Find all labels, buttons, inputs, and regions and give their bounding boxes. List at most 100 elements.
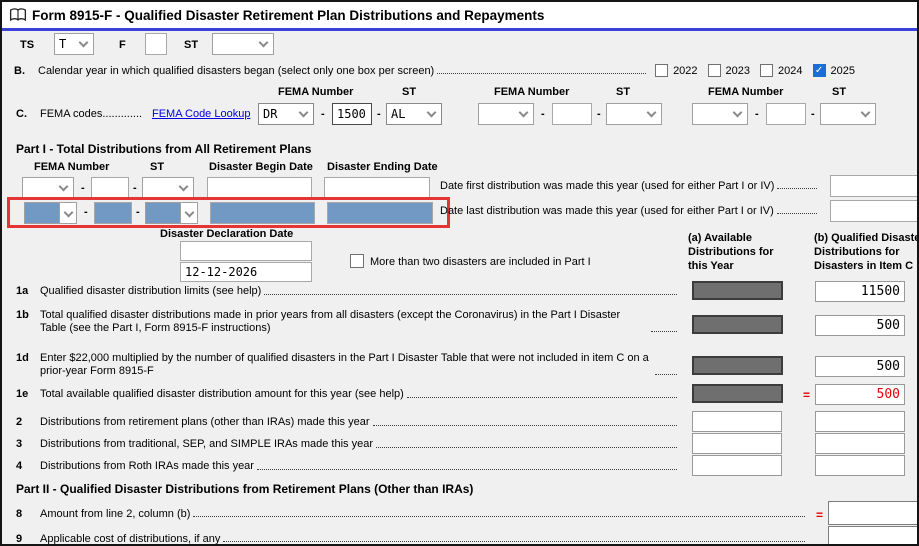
ts-dropdown-value: T [59,37,67,51]
declaration-date-input-1[interactable] [180,241,312,261]
line-number: 1e [16,388,29,400]
disaster-prefix-dropdown[interactable] [22,177,74,199]
col-b-input[interactable] [815,433,905,454]
f-input[interactable] [145,33,167,55]
declaration-date-input-2[interactable]: 12-12-2026 [180,262,312,282]
page-title: Form 8915-F - Qualified Disaster Retirem… [32,7,545,23]
fema-prefix-dropdown[interactable]: DR [258,103,314,125]
line-label-text: Qualified disaster distribution limits (… [40,285,262,297]
dotted-leader [655,374,677,375]
col-b-input[interactable] [815,455,905,476]
fema-number-input[interactable] [766,103,806,125]
dash-separator: - [755,108,759,120]
line-b-row: B. Calendar year in which qualified disa… [14,64,855,77]
chevron-down-icon [646,107,657,117]
date-last-input[interactable] [830,200,917,222]
highlighted-disaster-row[interactable]: - - [7,197,450,228]
dotted-leader [223,541,805,542]
line-label: Total qualified disaster distributions m… [40,309,680,335]
fema-prefix-dropdown[interactable] [692,103,748,125]
form-title-bar: Form 8915-F - Qualified Disaster Retirem… [2,2,917,28]
line-label: Distributions from Roth IRAs made this y… [40,460,680,473]
line-number: 1b [16,309,29,321]
dropdown-button[interactable] [180,203,197,223]
line-label: Total available qualified disaster distr… [40,388,680,401]
col-b-input[interactable]: 11500 [815,281,905,302]
dash-separator: - [541,108,545,120]
line8-amount-input[interactable] [828,501,917,525]
fema-number-header: FEMA Number [278,86,354,98]
disaster-begin-date-input[interactable] [207,177,312,199]
year-2024-label: 2024 [778,64,803,77]
dropdown-button[interactable] [59,203,76,223]
more-than-two-checkbox[interactable] [350,254,364,268]
line-label: Distributions from retirement plans (oth… [40,416,680,429]
year-2023-label: 2023 [725,64,751,77]
year-2023-checkbox[interactable] [707,64,721,77]
disaster-prefix-dropdown[interactable] [24,202,77,224]
part1-heading: Part I - Total Distributions from All Re… [16,142,312,156]
dotted-leader [372,425,677,426]
col-a-disabled-field [692,281,783,300]
fema-state-dropdown[interactable] [606,103,662,125]
fema-code-lookup-link[interactable]: FEMA Code Lookup [152,108,251,120]
col-a-disabled-field [692,384,783,403]
dash-separator: - [377,108,381,120]
ts-dropdown[interactable]: T [54,33,94,55]
dash-separator: - [133,182,137,194]
fema-number-input[interactable]: 1500 [332,103,372,125]
line-c-id: C. [16,108,27,120]
date-last-label: Date last distribution was made this yea… [440,205,774,217]
col-a-input[interactable] [692,433,782,454]
disaster-begin-date-input[interactable] [210,202,315,224]
disaster-number-input[interactable] [91,177,129,199]
line9-amount-input[interactable] [828,526,917,544]
check-icon: ✓ [814,64,824,76]
col-a-input[interactable] [692,455,782,476]
part1-fema-header: FEMA Number [34,161,110,173]
year-2024-checkbox[interactable] [760,64,774,77]
disaster-state-dropdown[interactable] [142,177,194,199]
disaster-ending-date-input[interactable] [324,177,430,199]
chevron-down-icon [258,37,269,47]
line-label-text: Total available qualified disaster distr… [40,388,404,400]
line-number: 4 [16,460,23,472]
line-number: 2 [16,416,23,428]
dotted-leader [406,397,677,398]
col-a-input[interactable] [692,411,782,432]
disaster-state-value [146,203,180,223]
fema-number-input[interactable] [552,103,592,125]
col-b-input[interactable]: 500 [815,315,905,336]
line-label: Distributions from traditional, SEP, and… [40,438,680,451]
fema-state-dropdown[interactable]: AL [386,103,442,125]
col-b-input[interactable] [815,411,905,432]
line-label: Qualified disaster distribution limits (… [40,285,680,298]
year-2022-label: 2022 [673,64,698,77]
fema-prefix-dropdown[interactable] [478,103,534,125]
fema-number-header: FEMA Number [708,86,784,98]
ts-label: TS [20,39,35,51]
disaster-ending-date-input[interactable] [327,202,433,224]
date-first-input[interactable] [830,175,917,197]
equals-indicator: = [803,388,811,402]
line-label-text: Distributions from Roth IRAs made this y… [40,460,254,472]
col-b-input[interactable]: 500 [815,356,905,377]
st-header: ST [616,86,631,98]
disaster-number-input[interactable] [94,202,132,224]
fema-state-dropdown[interactable] [820,103,876,125]
fema-state-value: AL [391,107,406,121]
line-c-label: FEMA codes............. [40,108,143,120]
dash-separator: - [811,108,815,120]
dash-separator: - [84,206,88,218]
dotted-leader [193,516,805,517]
part1-begin-date-header: Disaster Begin Date [209,161,313,173]
disaster-state-dropdown[interactable] [145,202,198,224]
col-b-calculated-value[interactable]: 500 [815,384,905,405]
year-2025-checkbox[interactable]: ✓ [812,64,826,77]
dotted-leader [376,447,677,448]
chevron-down-icon [184,207,194,217]
st-dropdown[interactable] [212,33,274,55]
year-2022-checkbox[interactable] [655,64,669,77]
line-number: 9 [16,533,23,545]
